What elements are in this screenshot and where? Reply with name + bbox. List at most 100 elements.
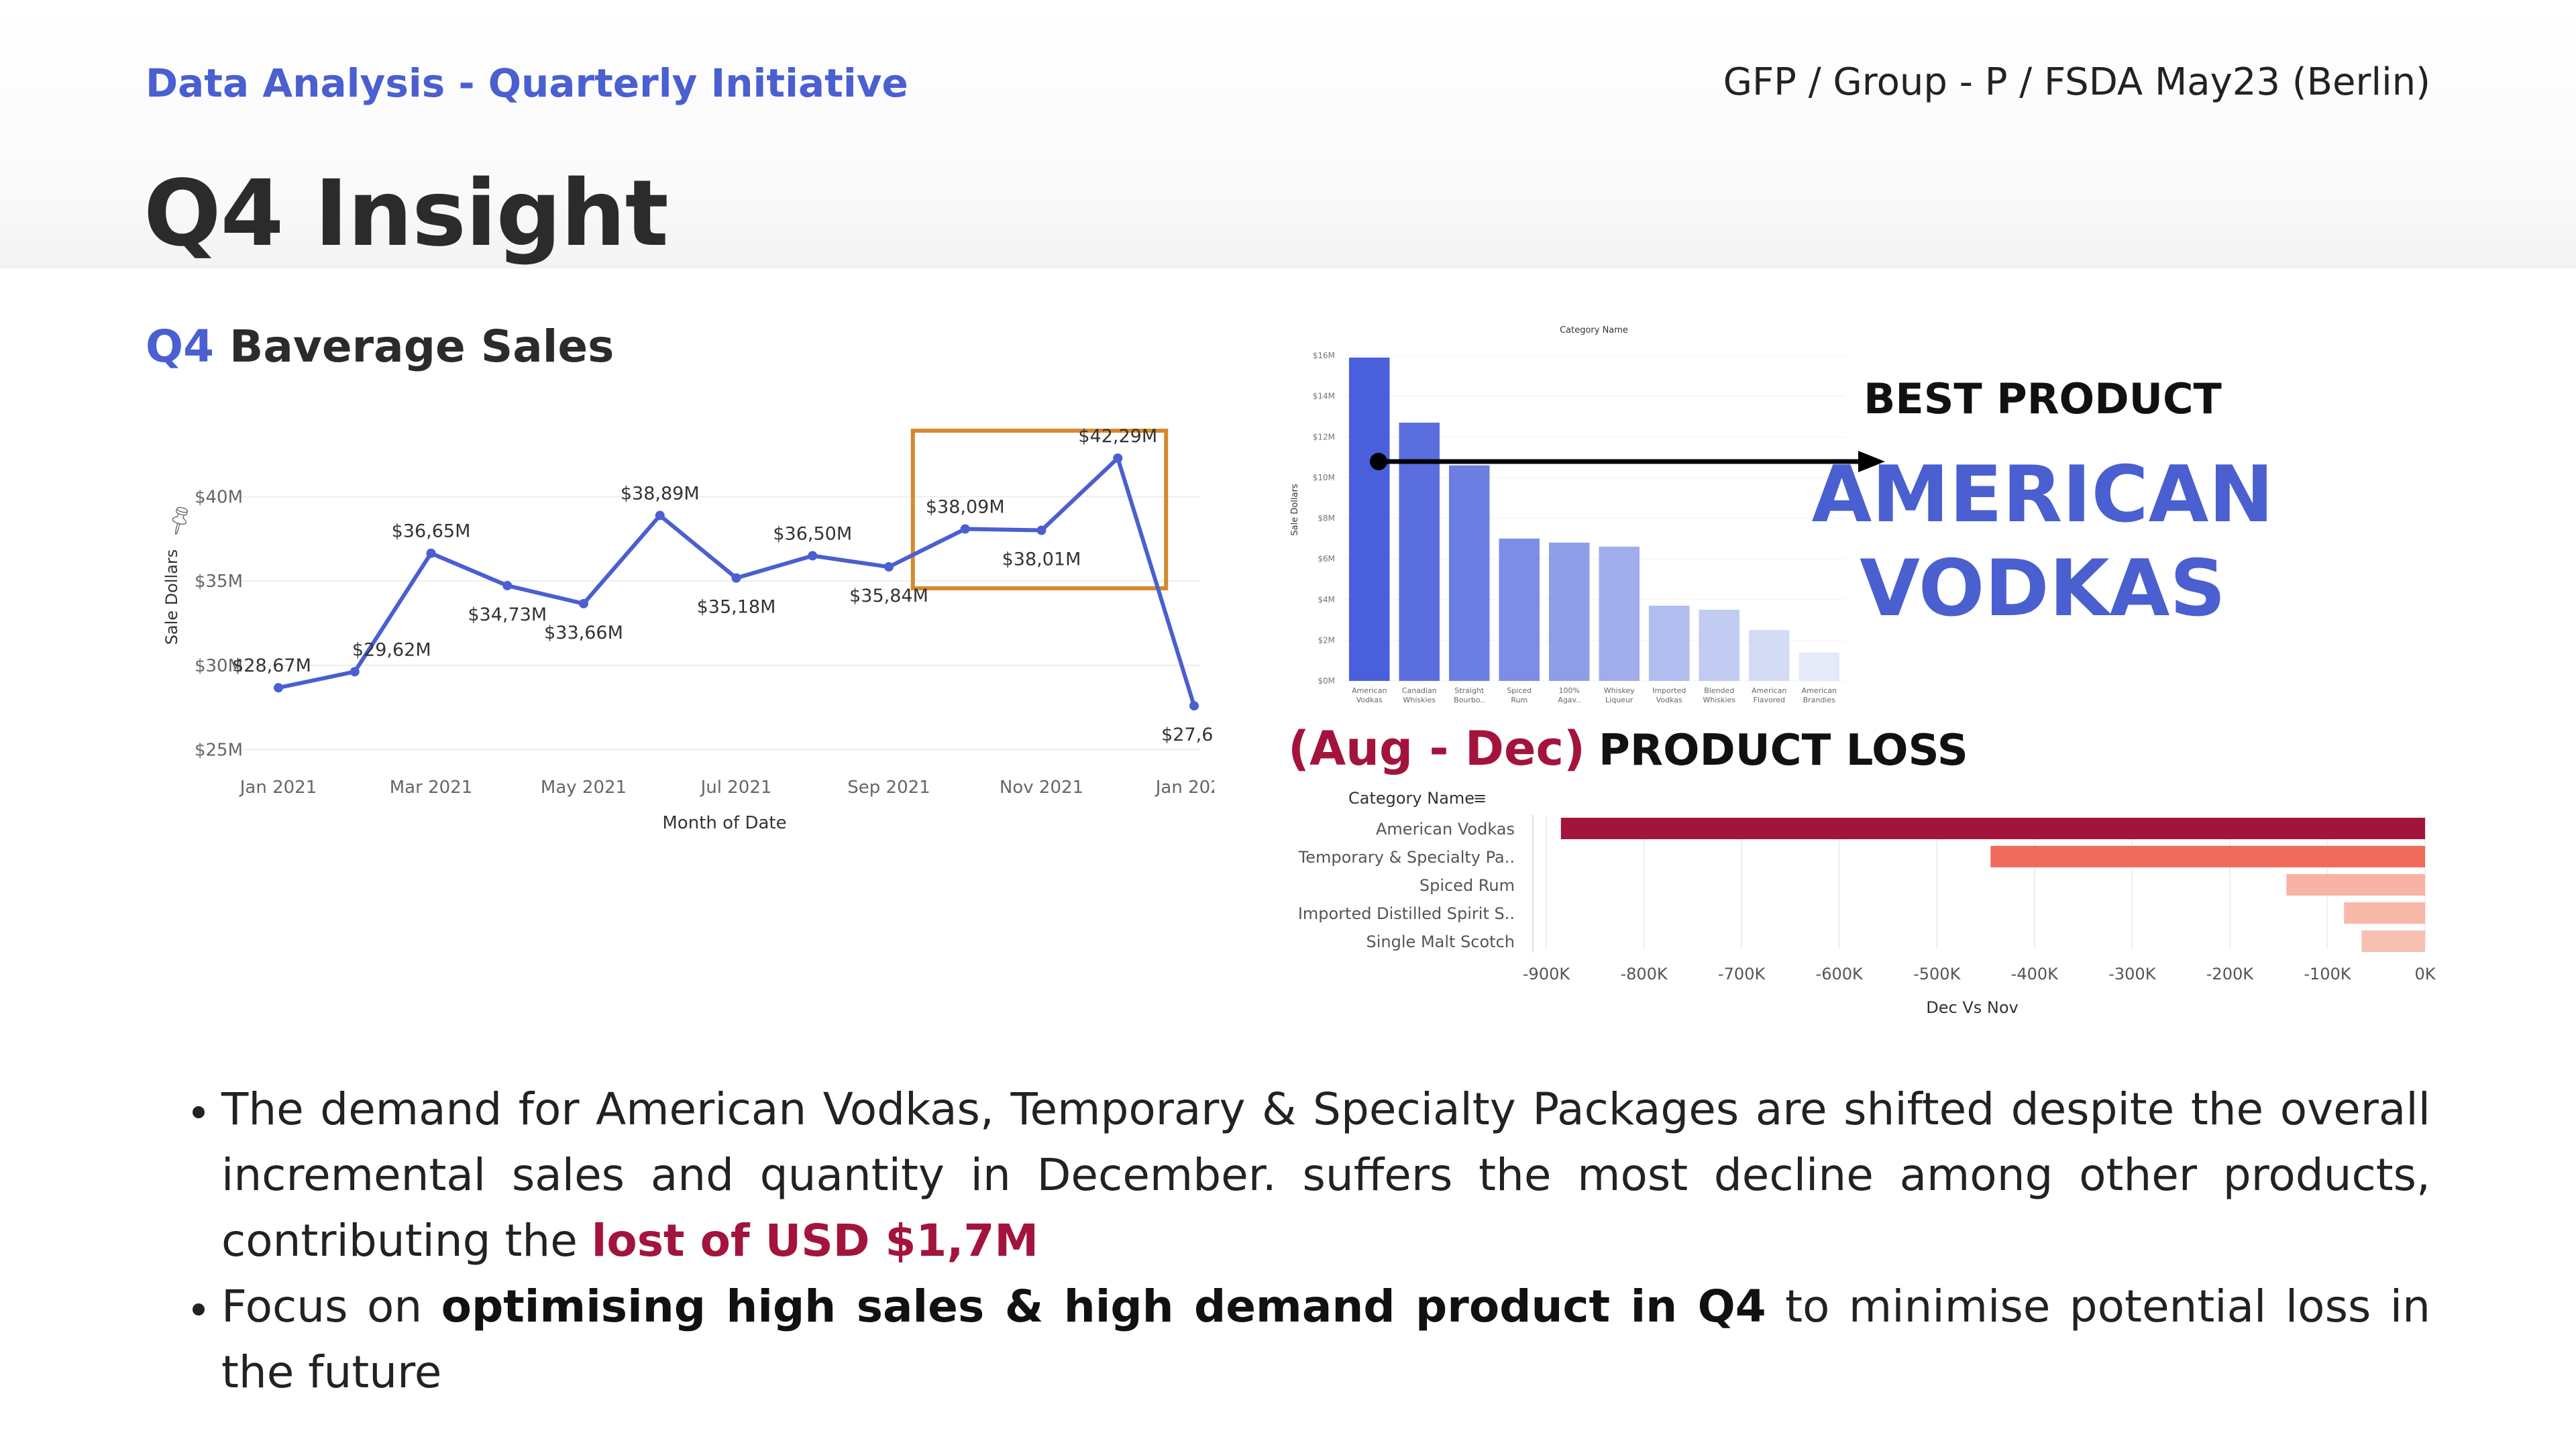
bar-chart-x-tick: Canadian Whiskies [1402,686,1437,704]
bar-chart-x-tick: 100% Agav.. [1558,686,1580,704]
sort-icon: ≡ [1473,789,1487,808]
hbar-chart-x-tick: -800K [1620,965,1668,983]
line-chart-y-ticks: $25M $30M $35M $40M [195,488,243,761]
hbar-chart-category-label: American Vodkas [1376,820,1515,839]
bar-chart-title: Category Name [1560,325,1628,335]
hbar-chart-x-tick: -500K [1913,965,1961,983]
line-chart-y-axis-label: Sale Dollars [162,549,181,645]
sales-line-chart: $25M $30M $35M $40M Jan 2021 Mar 2021 May 202… [161,426,1215,833]
line-chart-data-label: $36,65M [392,521,471,542]
bullet-item-1: The demand for American Vodkas, Temporar… [221,1077,2430,1274]
bar-chart-x-tick: Blended Whiskies [1703,686,1735,704]
bar-chart-x-ticks: American Vodkas Canadian Whiskies Straight Bo… [1352,686,1837,704]
bar-chart-bar [1549,542,1590,681]
bar-chart-bar [1499,538,1540,681]
hbar-chart-x-ticks: -900K -800K -700K -600K -500K -400K -300K -200K… [1523,965,2436,983]
line-chart-point [808,551,818,561]
insight-bullets: The demand for American Vodkas, Temporar… [180,1077,2430,1405]
hbar-chart-category-label: Single Malt Scotch [1366,932,1515,951]
hbar-chart-x-tick: -300K [2108,965,2156,983]
pointer-arrow-head [1858,451,1885,472]
bullet-2-pre: Focus on [221,1281,441,1332]
bar-chart-x-tick: American Flavored [1752,686,1786,704]
line-chart-data-label: $36,50M [773,523,852,544]
bar-chart-y-tick: $2M [1318,635,1335,645]
bar-chart-x-tick: American Brandies [1802,686,1837,704]
bar-chart-bar [1599,546,1640,681]
line-chart-point [1189,701,1199,711]
line-chart-data-label: $38,01M [1002,549,1081,570]
line-chart-data-label: $28,67M [232,655,311,676]
hbar-chart-category-labels: American Vodkas Temporary & Specialty Pa.… [1298,820,1515,951]
pointer-arrow-dot [1370,453,1387,470]
header-background [0,0,2576,268]
best-product-line-1: AMERICAN [1811,449,2274,540]
deck-context: GFP / Group - P / FSDA May23 (Berlin) [1723,60,2430,104]
line-chart-data-label: $42,29M [1078,426,1157,447]
hbar-chart-category-label: Temporary & Specialty Pa.. [1298,848,1515,867]
line-chart-points [274,453,1199,711]
hbar-chart-x-tick: -100K [2304,965,2351,983]
hbar-chart-x-tick: -200K [2206,965,2254,983]
line-chart-x-tick: Jan 2022 [1155,777,1214,798]
highlight-box [910,429,1169,590]
hbar-chart-category-label: Imported Distilled Spirit S.. [1298,904,1515,923]
line-chart-point [350,667,360,677]
line-chart-data-labels: $28,67M $29,62M $36,65M $34,73M$33,66M $38,8… [232,426,1214,745]
product-loss-title: (Aug - Dec) PRODUCT LOSS [1288,721,1968,776]
line-chart-point [884,562,894,572]
bar-chart-y-tick: $10M [1313,473,1335,482]
line-chart-x-axis-label: Month of Date [662,813,786,833]
bar-chart-bar [1449,465,1490,681]
bar-chart-y-tick: $0M [1318,676,1335,686]
best-product-label: BEST PRODUCT [1864,374,2222,423]
category-bar-chart: Category Name Sale Dollars $0M$2M$4M$6M$… [1290,325,1858,704]
bar-chart-x-tick: Spiced Rum [1507,686,1532,704]
loss-range: (Aug - Dec) [1288,721,1585,776]
bar-chart-y-tick: $8M [1318,514,1335,523]
bar-chart-bar [1699,609,1739,681]
bar-chart-x-tick: Whiskey Liqueur [1604,686,1635,704]
line-chart-y-tick: $35M [195,572,243,592]
hbar-chart-bar [2286,874,2425,896]
bar-chart-bar [1399,423,1440,681]
bar-chart-bar [1649,605,1690,681]
bar-chart-bar [1799,652,1839,681]
bar-chart-y-tick: $4M [1318,595,1335,604]
bullet-1-text: The demand for American Vodkas, Temporar… [221,1083,2430,1267]
line-chart-data-label: $38,09M [926,497,1005,518]
line-chart-point [1036,525,1046,535]
bar-chart-y-tick: $6M [1318,554,1335,564]
bar-chart-y-tick: $16M [1313,351,1335,360]
bar-chart-y-axis-label: Sale Dollars [1290,484,1300,535]
line-chart-data-label: $35,18M [697,597,776,618]
hbar-chart-category-label: Spiced Rum [1419,876,1515,895]
line-chart-y-tick: $40M [195,488,243,508]
bar-chart-y-tick: $12M [1313,432,1335,441]
hbar-chart-title: Category Name [1348,789,1474,808]
hbar-chart-x-tick: -700K [1718,965,1766,983]
line-chart-point [960,524,970,534]
bar-chart-bar [1749,630,1790,681]
hbar-chart-bar [2344,902,2425,924]
line-chart-data-label: $27,60M [1161,724,1214,745]
section-title-text: Baverage Sales [214,321,614,372]
line-chart-point [579,598,588,608]
hbar-chart-bar [1990,846,2425,867]
hbar-chart-x-tick: 0K [2414,965,2436,983]
bar-chart-bars [1349,358,1839,681]
line-chart-data-label: $29,62M [352,639,431,660]
bar-chart-y-ticks: $0M $2M $4M $6M $8M $10M $12M $14M $16M [1313,351,1335,686]
line-chart-point [731,573,741,583]
line-chart-grid [241,496,1201,751]
line-chart-y-tick: $25M [195,740,243,760]
bullet-2-bold: optimising high sales & high demand prod… [441,1281,1766,1332]
section-prefix: Q4 [146,321,215,372]
bar-chart-y-tick: $14M [1313,392,1335,401]
line-chart-x-tick: Nov 2021 [1000,777,1083,798]
bar-chart-x-tick: Straight Bourbo.. [1454,686,1485,704]
page-title: Q4 Insight [144,161,669,267]
deck-subtitle: Data Analysis - Quarterly Initiative [146,60,908,106]
bar-chart-x-tick: Imported Vodkas [1652,686,1686,704]
hbar-chart-bars [1560,818,2425,952]
